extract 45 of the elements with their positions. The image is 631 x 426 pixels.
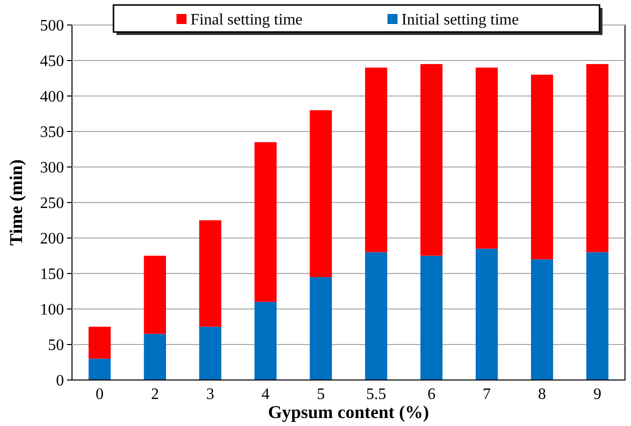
bar bbox=[310, 277, 332, 380]
bar bbox=[476, 248, 498, 380]
x-tick-label: 5.5 bbox=[366, 386, 386, 403]
y-tick-label: 50 bbox=[48, 337, 64, 354]
y-tick-label: 450 bbox=[40, 53, 64, 70]
bar bbox=[199, 220, 222, 327]
y-tick-label: 250 bbox=[40, 195, 64, 212]
y-tick-label: 400 bbox=[40, 88, 64, 106]
bar bbox=[144, 334, 166, 380]
x-tick-label: 4 bbox=[262, 386, 270, 403]
y-tick-label: 0 bbox=[56, 372, 64, 390]
x-tick-label: 8 bbox=[538, 386, 546, 403]
bar bbox=[530, 74, 554, 260]
x-tick-label: 7 bbox=[482, 386, 491, 403]
legend-label: Final setting time bbox=[190, 12, 302, 29]
bar bbox=[420, 256, 443, 380]
bar bbox=[586, 64, 608, 252]
bar bbox=[144, 256, 166, 334]
y-tick-label: 200 bbox=[40, 230, 64, 248]
y-tick-label: 350 bbox=[40, 124, 64, 142]
y-tick-label: 150 bbox=[40, 266, 64, 284]
x-axis-title: Gypsum content (%) bbox=[268, 402, 430, 422]
bar bbox=[88, 358, 111, 380]
x-tick-label: 3 bbox=[206, 386, 214, 403]
bar bbox=[199, 326, 222, 380]
bar bbox=[254, 302, 277, 380]
x-tick-label: 6 bbox=[427, 386, 436, 403]
bar bbox=[88, 326, 111, 359]
legend-label: Initial setting time bbox=[402, 12, 519, 29]
bar bbox=[530, 259, 554, 380]
x-tick-label: 9 bbox=[593, 386, 602, 403]
bar bbox=[254, 142, 277, 302]
y-tick-label: 100 bbox=[40, 302, 64, 319]
x-tick-label: 5 bbox=[316, 386, 325, 403]
y-tick-label: 500 bbox=[40, 18, 64, 35]
bar bbox=[586, 252, 608, 380]
x-tick-label: 2 bbox=[150, 386, 159, 403]
y-axis-title: Time (min) bbox=[6, 159, 26, 246]
bar bbox=[365, 252, 388, 380]
x-tick-label: 0 bbox=[96, 386, 104, 403]
bar bbox=[476, 68, 498, 249]
y-tick-label: 300 bbox=[40, 160, 64, 177]
bar bbox=[420, 64, 443, 256]
bar bbox=[310, 110, 332, 278]
bar bbox=[365, 68, 388, 252]
